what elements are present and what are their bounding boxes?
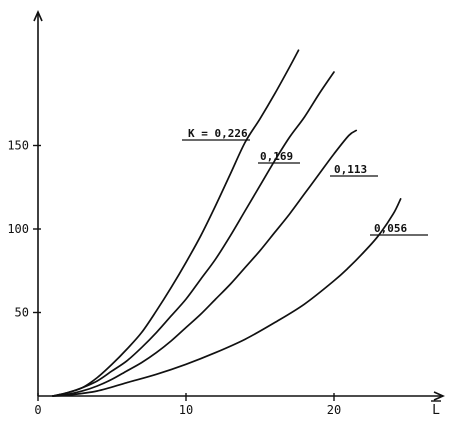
curve-labels: K = 0,226 0,169 0,113 0,056 — [182, 127, 428, 236]
y-tick-label: 150 — [7, 139, 29, 153]
series-line — [51, 71, 335, 397]
x-tick-label: 10 — [179, 403, 193, 417]
curves — [51, 49, 402, 397]
series-label: 0,169 — [260, 150, 293, 163]
series-line — [51, 129, 358, 397]
series-label: 0,113 — [334, 163, 367, 176]
series-label: K = 0,226 — [188, 127, 248, 140]
y-tick-label: 50 — [15, 306, 29, 320]
x-tick-label: 0 — [34, 403, 41, 417]
x-axis-label: L — [432, 403, 440, 418]
y-tick-label: 100 — [7, 222, 29, 236]
series-line — [51, 198, 402, 397]
series-line — [51, 49, 300, 397]
x-axis-arrow — [433, 391, 445, 401]
axes: 50 100 150 0 10 20 L — [7, 10, 445, 418]
y-axis-arrow — [33, 10, 43, 22]
x-tick-label: 20 — [327, 403, 341, 417]
series-label: 0,056 — [374, 222, 407, 235]
